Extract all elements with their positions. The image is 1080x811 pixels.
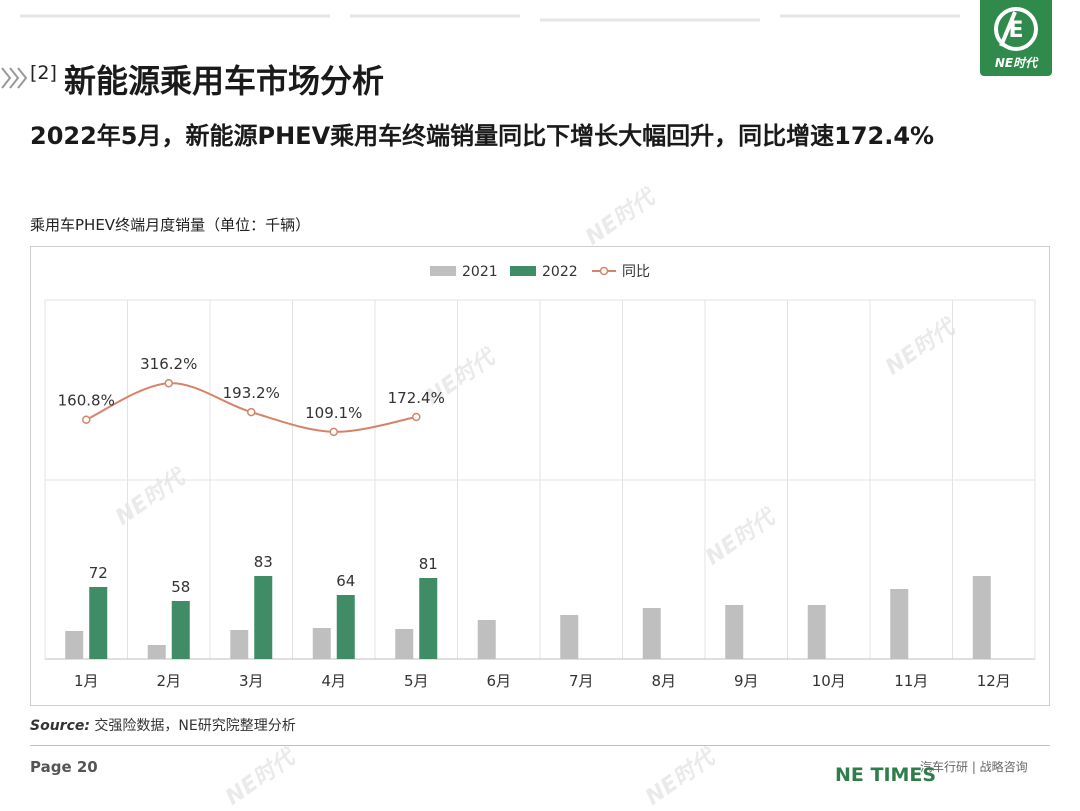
- bar-2021: [807, 605, 826, 659]
- top-decoration: [20, 14, 960, 22]
- bar-2021: [972, 576, 991, 659]
- bar-2021: [725, 605, 744, 659]
- bar-2022-label: 72: [89, 564, 108, 582]
- page-title: 新能源乘用车市场分析: [64, 62, 385, 100]
- yoy-label: 316.2%: [140, 355, 197, 373]
- yoy-label: 160.8%: [58, 392, 115, 410]
- source-text: 交强险数据，NE研究院整理分析: [89, 718, 296, 734]
- footer-brand: NE TIMES: [835, 764, 937, 786]
- legend-marker-yoy: [599, 266, 609, 276]
- yoy-point: [164, 378, 173, 388]
- bar-2021: [890, 589, 909, 659]
- bar-2021: [642, 608, 661, 659]
- source-label: Source:: [30, 718, 90, 734]
- x-tick-label: 4月: [321, 672, 346, 690]
- x-tick-label: 7月: [569, 672, 594, 690]
- footer-tagline: 汽车行研 | 战略咨询: [920, 760, 1028, 774]
- x-tick-label: 12月: [977, 672, 1011, 690]
- legend-label-2022: 2022: [542, 264, 578, 280]
- x-tick-label: 8月: [651, 672, 676, 690]
- yoy-label: 193.2%: [223, 384, 280, 402]
- watermark: NE时代: [581, 185, 660, 251]
- page-subtitle: 2022年5月，新能源PHEV乘用车终端销量同比下增长大幅回升，同比增速172.…: [30, 122, 935, 150]
- legend-swatch-2021: [430, 266, 456, 276]
- chart-frame: [30, 246, 1050, 706]
- yoy-point: [329, 427, 338, 437]
- x-tick-label: 11月: [894, 672, 928, 690]
- chart-title: 乘用车PHEV终端月度销量（单位：千辆）: [30, 216, 311, 234]
- x-tick-label: 9月: [734, 672, 759, 690]
- bar-2021: [230, 630, 249, 659]
- ne-times-logo: E NE时代: [980, 0, 1052, 76]
- source-note: Source: 交强险数据，NE研究院整理分析: [30, 715, 296, 735]
- bar-2022: [419, 578, 438, 659]
- svg-text:E: E: [1008, 18, 1023, 43]
- watermark: NE时代: [221, 745, 300, 811]
- bar-2021: [312, 628, 331, 659]
- x-tick-label: 3月: [239, 672, 264, 690]
- x-tick-label: 5月: [404, 672, 429, 690]
- x-tick-label: 6月: [486, 672, 511, 690]
- watermark: NE时代: [641, 745, 720, 811]
- bar-2022: [254, 576, 273, 659]
- yoy-point: [247, 407, 256, 417]
- x-tick-label: 2月: [156, 672, 181, 690]
- chevron-right-icon: [1, 67, 28, 89]
- bar-2022: [171, 601, 190, 659]
- footer-divider: [30, 745, 1050, 746]
- ne-logo-icon: E: [994, 7, 1038, 51]
- bar-2021: [65, 631, 84, 659]
- bar-2022-label: 64: [336, 572, 355, 590]
- sales-chart: 72 1月 58 2月 83 3月 64 4月 81 5月 6月 7月 8月 9月 10月 11月 12月 160…: [44, 264, 1036, 690]
- bar-2022: [89, 587, 108, 659]
- bar-2021: [395, 629, 414, 659]
- bar-2022-label: 83: [254, 553, 273, 571]
- legend-swatch-2022: [510, 266, 536, 276]
- yoy-label: 172.4%: [388, 389, 445, 407]
- bar-2021: [147, 645, 166, 659]
- section-tag: [2]: [30, 62, 57, 84]
- bar-2021: [560, 615, 579, 659]
- yoy-label: 109.1%: [305, 404, 362, 422]
- page-number: Page 20: [30, 758, 98, 776]
- bar-2022: [336, 595, 355, 659]
- yoy-point: [82, 415, 91, 424]
- logo-text: NE时代: [994, 56, 1038, 70]
- x-tick-label: 1月: [74, 672, 99, 690]
- bar-2022-label: 58: [171, 578, 190, 596]
- x-tick-label: 10月: [812, 672, 846, 690]
- legend-label-yoy: 同比: [622, 264, 650, 280]
- bar-2022-label: 81: [419, 555, 438, 573]
- bar-2021: [477, 620, 496, 659]
- legend-label-2021: 2021: [462, 264, 498, 280]
- yoy-point: [412, 412, 421, 422]
